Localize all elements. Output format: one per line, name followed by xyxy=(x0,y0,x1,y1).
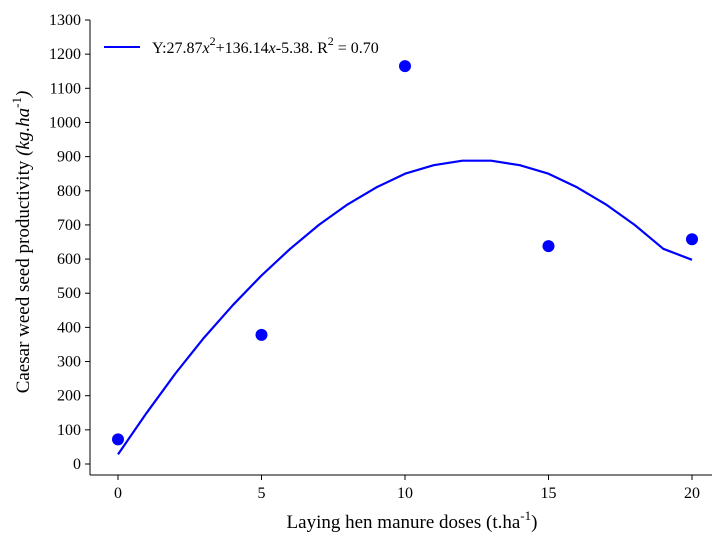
data-point xyxy=(256,329,268,341)
legend-eq-x: x xyxy=(268,40,276,57)
y-axis-title-main: Caesar weed seed productivity xyxy=(13,156,34,393)
y-tick-label: 1300 xyxy=(49,12,81,29)
fit-line xyxy=(118,161,692,455)
data-point xyxy=(399,60,411,72)
y-tick-label: 700 xyxy=(57,217,81,234)
legend-eq-end: -5.38. R xyxy=(276,40,328,57)
y-tick-label: 200 xyxy=(57,388,81,405)
x-axis-title-main: Laying hen manure doses (t.ha xyxy=(287,512,521,533)
x-tick-label: 0 xyxy=(114,485,122,502)
y-tick-label: 1100 xyxy=(50,80,81,97)
y-ticks: 0 100 200 300 400 500 600 700 800 900 1000 1100 1200… xyxy=(49,12,90,473)
legend-label: Y:27.87x2+136.14x-5.38. R2 = 0.70 xyxy=(152,34,379,57)
y-tick-label: 300 xyxy=(57,354,81,371)
x-ticks: 0 5 10 15 20 xyxy=(114,475,700,502)
data-point xyxy=(112,433,124,445)
x-axis-title-end: ) xyxy=(531,512,537,533)
x-tick-label: 10 xyxy=(397,485,413,502)
fit-curve xyxy=(118,161,692,455)
x-axis-title: Laying hen manure doses (t.ha-1) xyxy=(287,508,538,533)
legend: Y:27.87x2+136.14x-5.38. R2 = 0.70 xyxy=(104,34,379,57)
data-point xyxy=(543,240,555,252)
y-tick-label: 900 xyxy=(57,149,81,166)
x-axis-title-sup: -1 xyxy=(520,508,531,523)
legend-r-val: = 0.70 xyxy=(334,40,379,57)
axes xyxy=(90,20,712,475)
y-tick-label: 100 xyxy=(57,422,81,439)
x-tick-label: 20 xyxy=(684,485,700,502)
legend-eq-x2: x xyxy=(202,40,210,57)
y-axis-title-end: ) xyxy=(13,91,34,98)
y-axis-title-italic: (kg.ha xyxy=(13,108,34,156)
x-tick-label: 15 xyxy=(541,485,557,502)
y-tick-label: 400 xyxy=(57,319,81,336)
x-tick-label: 5 xyxy=(258,485,266,502)
y-tick-label: 500 xyxy=(57,285,81,302)
y-tick-label: 0 xyxy=(73,456,81,473)
legend-eq-y: Y:27.87 xyxy=(152,40,203,57)
y-tick-label: 1000 xyxy=(49,114,81,131)
data-points xyxy=(112,60,698,445)
y-axis-title-sup: -1 xyxy=(9,97,24,108)
data-point xyxy=(686,233,698,245)
y-tick-label: 1200 xyxy=(49,46,81,63)
y-tick-label: 800 xyxy=(57,183,81,200)
y-axis-title: Caesar weed seed productivity (kg.ha-1) xyxy=(9,91,34,394)
legend-eq-mid: +136.14 xyxy=(216,40,269,57)
y-tick-label: 600 xyxy=(57,251,81,268)
